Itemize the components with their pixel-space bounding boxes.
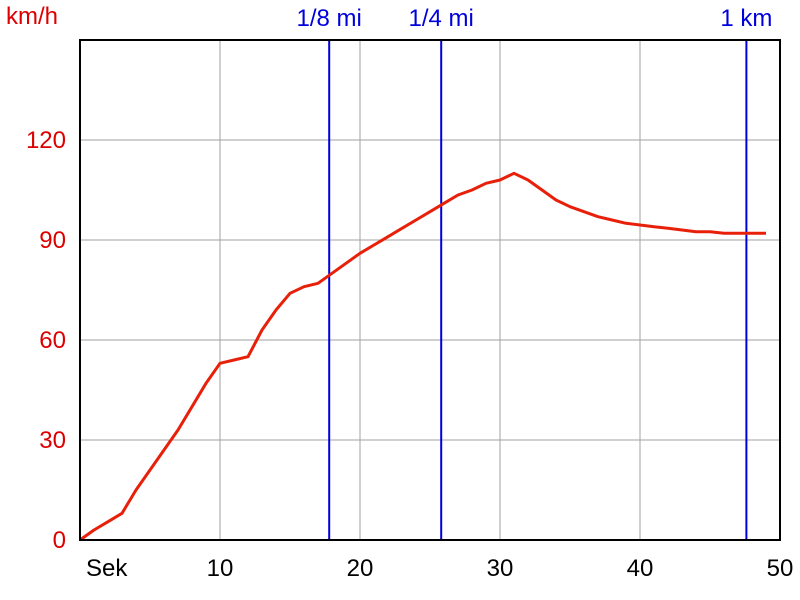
plot-frame bbox=[79, 39, 781, 541]
x-tick-label: 40 bbox=[627, 555, 654, 582]
x-tick-label: 20 bbox=[347, 555, 374, 582]
y-tick-label: 120 bbox=[26, 127, 66, 154]
grid bbox=[80, 40, 781, 540]
y-axis-unit-label: km/h bbox=[6, 3, 58, 30]
x-tick-label: 10 bbox=[207, 555, 234, 582]
x-tick-label: 30 bbox=[487, 555, 514, 582]
x-axis-unit-label: Sek bbox=[86, 555, 128, 582]
y-tick-label: 0 bbox=[53, 527, 66, 554]
distance-marker-label: 1/4 mi bbox=[409, 5, 474, 32]
y-tick-label: 90 bbox=[39, 227, 66, 254]
y-tick-label: 30 bbox=[39, 427, 66, 454]
y-tick-label: 60 bbox=[39, 327, 66, 354]
series bbox=[79, 171, 766, 542]
distance-marker-label: 1/8 mi bbox=[297, 5, 362, 32]
x-tick-label: 50 bbox=[767, 555, 794, 582]
distance-markers: 1/8 mi 1/4 mi 1 km bbox=[297, 5, 772, 540]
speed-series-line bbox=[79, 171, 766, 542]
distance-marker-label: 1 km bbox=[720, 5, 772, 32]
tick-labels: 0 30 60 90 120 10 20 30 40 50 bbox=[26, 127, 793, 582]
